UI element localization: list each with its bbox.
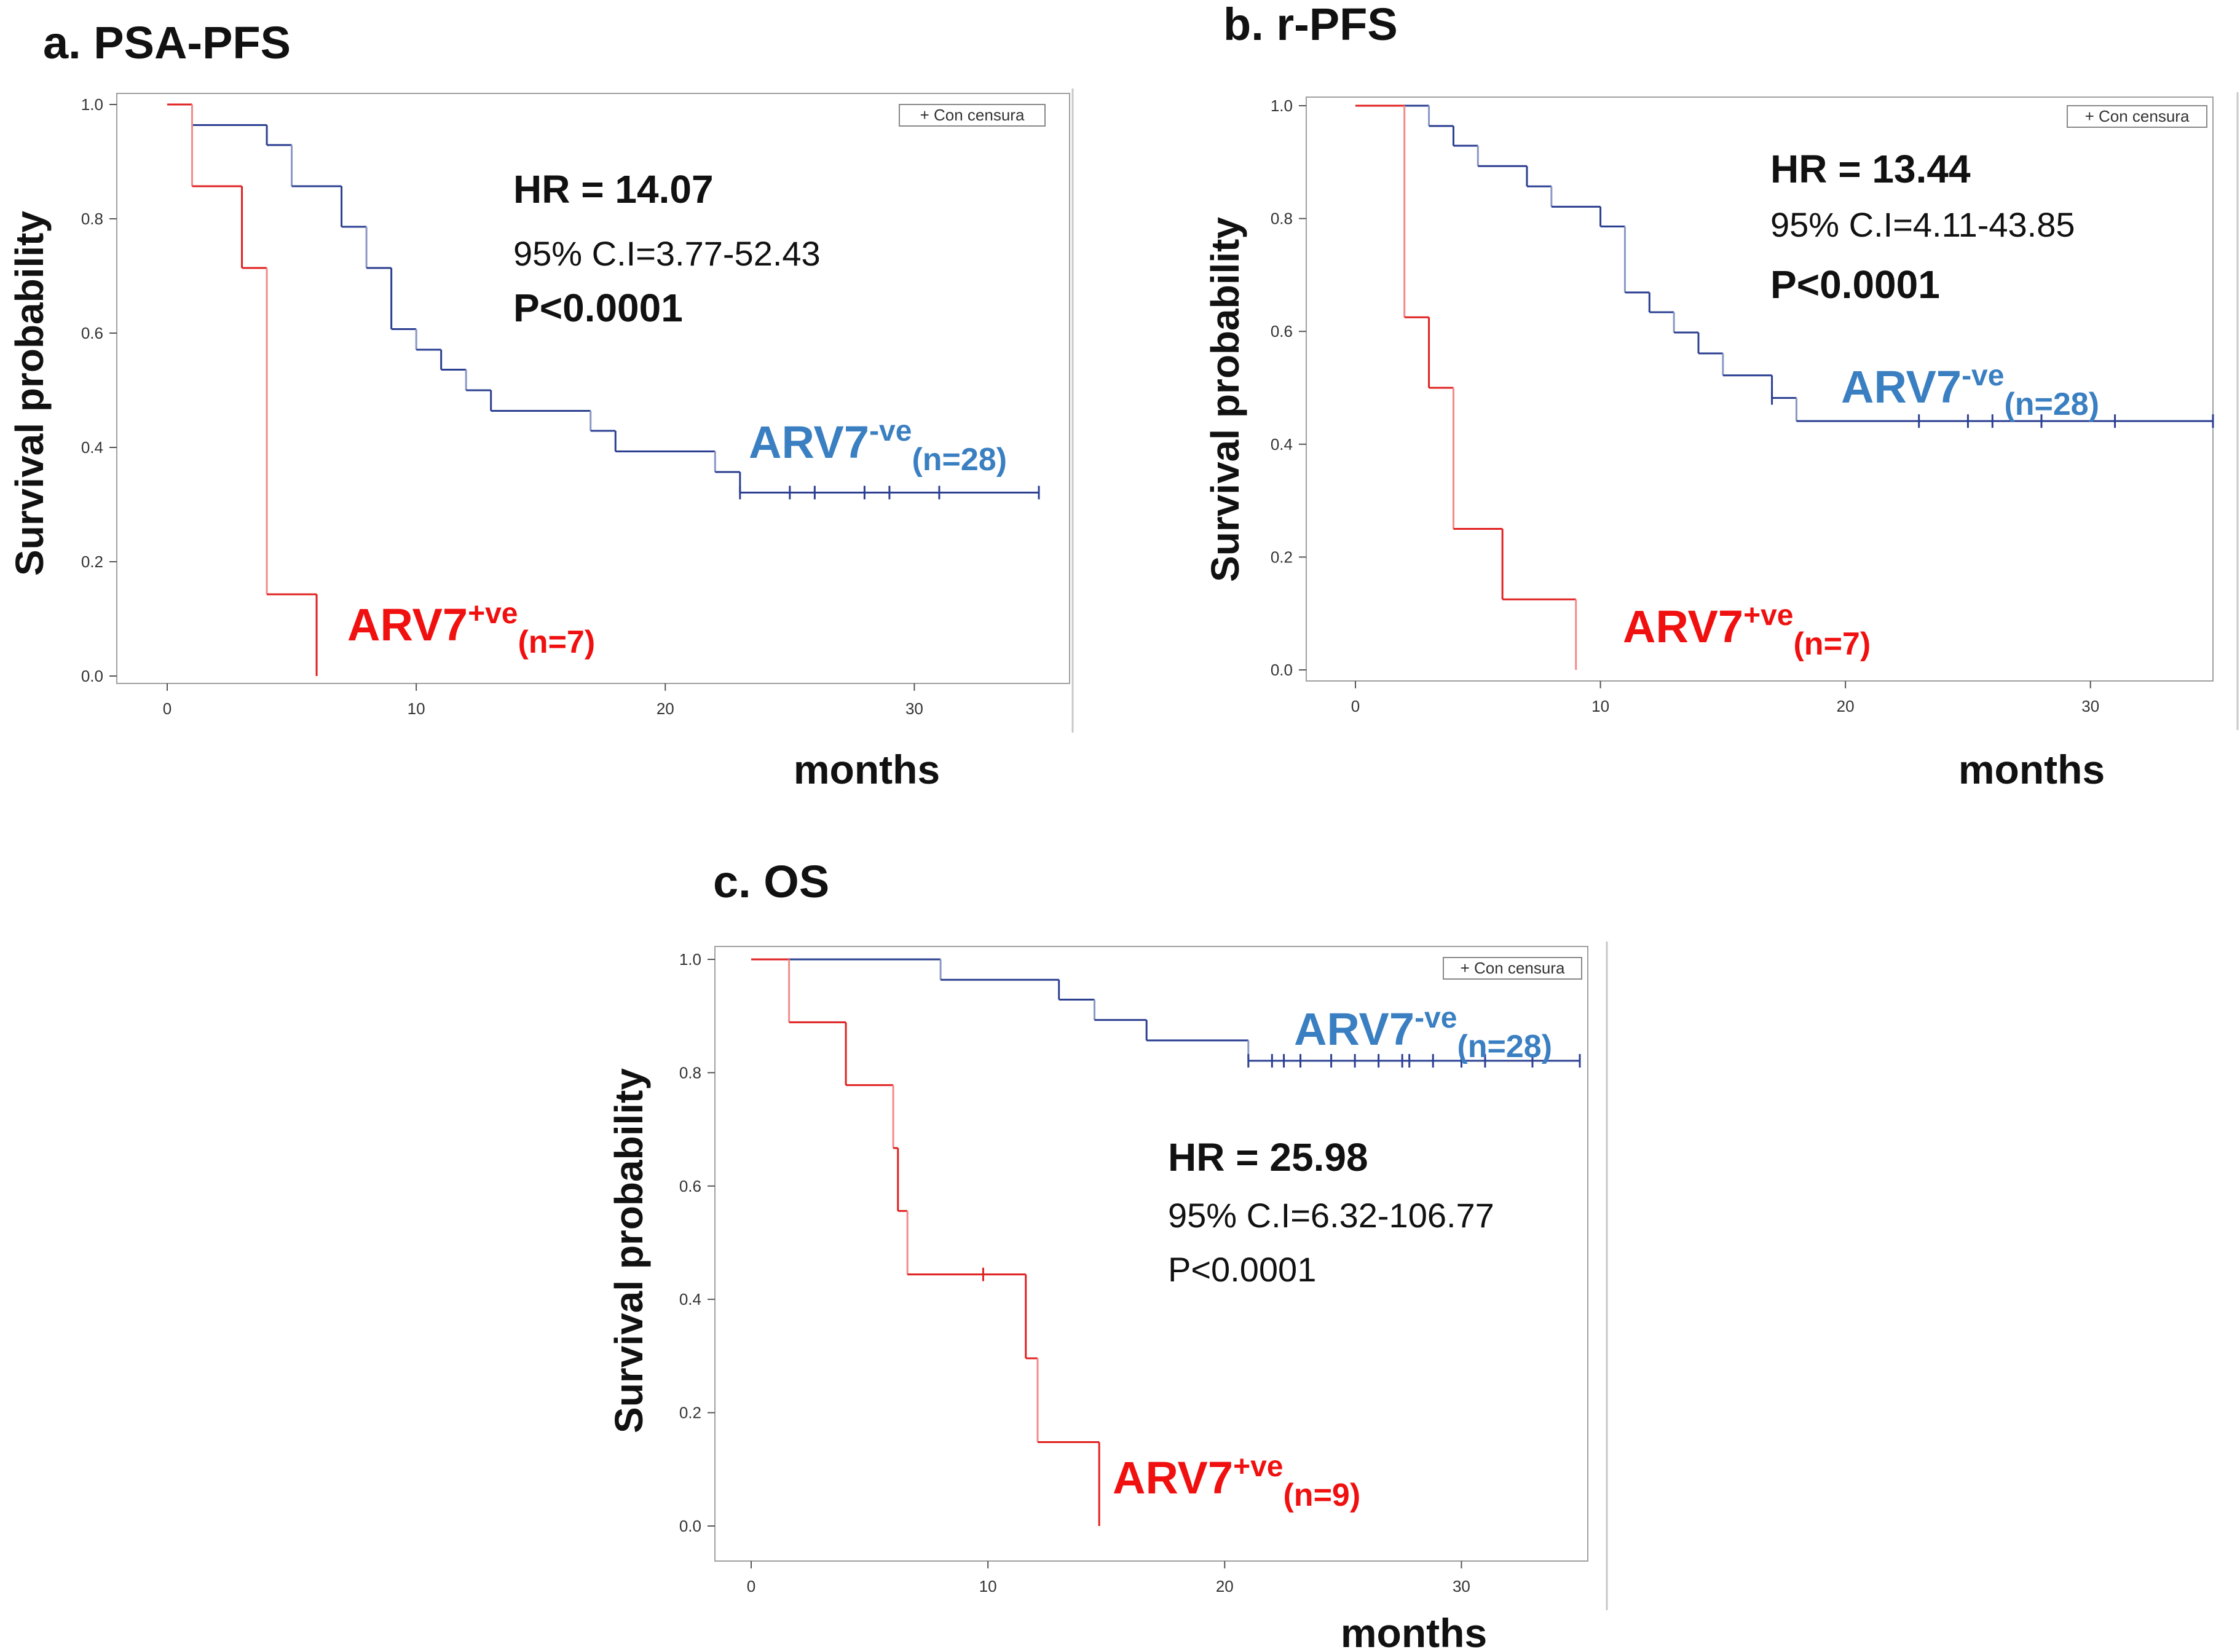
p-value-text: P<0.0001 xyxy=(513,286,683,330)
series-label-ARV7+ve: ARV7+ve(n=7) xyxy=(1623,599,1871,662)
x-axis-label: months xyxy=(794,747,940,792)
y-tick-label: 0.0 xyxy=(679,1517,701,1535)
y-tick-label: 0.2 xyxy=(679,1404,701,1422)
y-tick-label: 1.0 xyxy=(679,950,701,969)
y-tick-label: 1.0 xyxy=(81,95,103,114)
y-axis-label: Survival probability xyxy=(7,211,52,576)
ci-text: 95% C.I=3.77-52.43 xyxy=(513,234,821,273)
x-tick-label: 30 xyxy=(905,699,923,718)
x-tick-label: 20 xyxy=(657,699,674,718)
y-tick-label: 0.0 xyxy=(81,667,103,685)
y-tick-label: 0.8 xyxy=(679,1063,701,1082)
y-axis-label: Survival probability xyxy=(607,1068,651,1433)
x-tick-label: 10 xyxy=(408,699,425,718)
p-value-text: P<0.0001 xyxy=(1770,262,1940,307)
legend-text: + Con censura xyxy=(1461,959,1565,977)
y-tick-label: 0.6 xyxy=(81,324,103,342)
y-tick-label: 0.2 xyxy=(1271,548,1293,566)
y-tick-label: 0.6 xyxy=(679,1177,701,1195)
x-tick-label: 20 xyxy=(1216,1577,1234,1595)
y-tick-label: 0.8 xyxy=(81,210,103,228)
x-tick-label: 10 xyxy=(1591,697,1609,715)
ci-text: 95% C.I=4.11-43.85 xyxy=(1770,205,2075,244)
y-tick-label: 0.0 xyxy=(1271,661,1293,679)
x-axis-label: months xyxy=(1958,747,2105,792)
legend-box xyxy=(1443,957,1582,980)
x-tick-label: 0 xyxy=(747,1577,755,1595)
x-tick-label: 30 xyxy=(2081,697,2099,715)
plot-frame xyxy=(116,93,1070,684)
series-label-ARV7+ve: ARV7+ve(n=9) xyxy=(1113,1450,1360,1513)
panel-r-pfs: 0.0 0.2 0.4 0.6 0.8 1.0 0 10 20 30 + Con censura AR… xyxy=(1203,0,2239,792)
series-label-ARV7+ve: ARV7+ve(n=7) xyxy=(347,597,595,660)
legend-box xyxy=(2067,105,2207,128)
panel-psa-pfs: 0.0 0.2 0.4 0.6 0.8 1.0 0 10 20 30 + Con censura AR… xyxy=(7,17,1074,792)
ci-text: 95% C.I=6.32-106.77 xyxy=(1168,1196,1494,1235)
x-tick-label: 10 xyxy=(979,1577,997,1595)
x-tick-label: 0 xyxy=(1351,697,1360,715)
x-tick-label: 0 xyxy=(163,699,172,718)
x-tick-label: 30 xyxy=(1453,1577,1470,1595)
series-label-ARV7-ve: ARV7-ve(n=28) xyxy=(1294,1002,1552,1064)
hr-text: HR = 25.98 xyxy=(1168,1135,1368,1179)
y-tick-label: 0.4 xyxy=(679,1290,701,1308)
x-axis-label: months xyxy=(1341,1610,1487,1652)
legend-text: + Con censura xyxy=(2085,107,2190,125)
x-tick-label: 20 xyxy=(1837,697,1855,715)
plot-frame xyxy=(714,946,1588,1562)
p-value-text: P<0.0001 xyxy=(1168,1250,1316,1289)
panel-title: c. OS xyxy=(713,856,829,907)
y-tick-label: 0.4 xyxy=(81,438,103,457)
y-tick-label: 0.2 xyxy=(81,553,103,571)
panel-title: b. r-PFS xyxy=(1223,0,1398,50)
panel-title: a. PSA-PFS xyxy=(43,17,291,68)
hr-text: HR = 14.07 xyxy=(513,167,714,211)
y-tick-label: 0.6 xyxy=(1271,322,1293,340)
y-tick-label: 1.0 xyxy=(1271,96,1293,115)
y-tick-label: 0.4 xyxy=(1271,435,1293,454)
series-label-ARV7-ve: ARV7-ve(n=28) xyxy=(749,415,1007,478)
series-label-ARV7-ve: ARV7-ve(n=28) xyxy=(1841,360,2099,422)
panel-os: 0.0 0.2 0.4 0.6 0.8 1.0 0 10 20 30 + Con censura AR… xyxy=(607,856,1608,1652)
y-axis-label: Survival probability xyxy=(1203,217,1247,582)
y-tick-label: 0.8 xyxy=(1271,210,1293,228)
hr-text: HR = 13.44 xyxy=(1770,147,1971,191)
legend-box xyxy=(899,104,1046,127)
plot-frame xyxy=(1306,96,2214,682)
legend-text: + Con censura xyxy=(920,106,1025,124)
